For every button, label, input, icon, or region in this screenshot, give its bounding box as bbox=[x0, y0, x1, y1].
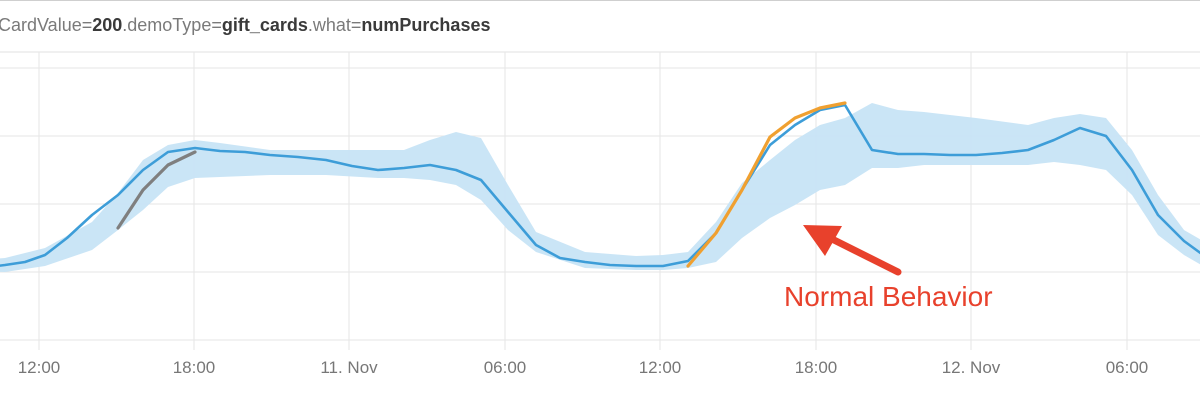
title-key-what: .what= bbox=[307, 15, 362, 35]
series-line-anomaly bbox=[686, 101, 847, 268]
annotation-arrow-shaft bbox=[822, 232, 902, 276]
annotation: Normal Behavior bbox=[784, 225, 993, 312]
chart-header: CardValue=200.demoType=gift_cards.what=n… bbox=[0, 0, 1200, 52]
x-tick-label: 18:00 bbox=[795, 358, 838, 377]
chart-series bbox=[0, 101, 1200, 268]
expected-range-band bbox=[0, 103, 1200, 272]
x-tick-label: 06:00 bbox=[1106, 358, 1149, 377]
x-tick-label: 12:00 bbox=[18, 358, 61, 377]
annotation-text: Normal Behavior bbox=[784, 281, 993, 312]
x-tick-label: 06:00 bbox=[484, 358, 527, 377]
x-tick-label: 12. Nov bbox=[942, 358, 1001, 377]
x-tick-label: 18:00 bbox=[173, 358, 216, 377]
title-value-what: numPurchases bbox=[361, 15, 491, 35]
title-key-demotype: .demoType= bbox=[122, 15, 222, 35]
chart-grid bbox=[0, 52, 1200, 350]
annotation-arrow-head bbox=[803, 225, 842, 256]
title-value-demotype: gift_cards bbox=[221, 15, 308, 35]
title-key-cardvalue: CardValue= bbox=[0, 15, 93, 35]
x-tick-label: 11. Nov bbox=[320, 358, 378, 377]
x-axis-ticks: 12:00 18:00 11. Nov 06:00 12:00 18:00 12. Nov 0… bbox=[18, 358, 1149, 377]
chart-title: CardValue=200.demoType=gift_cards.what=n… bbox=[0, 15, 490, 36]
title-value-cardvalue: 200 bbox=[92, 15, 123, 35]
expected-range-area bbox=[0, 103, 1200, 272]
series-line-highlight-gray bbox=[116, 150, 197, 230]
x-tick-label: 12:00 bbox=[639, 358, 682, 377]
series-line-actual bbox=[0, 103, 1200, 268]
